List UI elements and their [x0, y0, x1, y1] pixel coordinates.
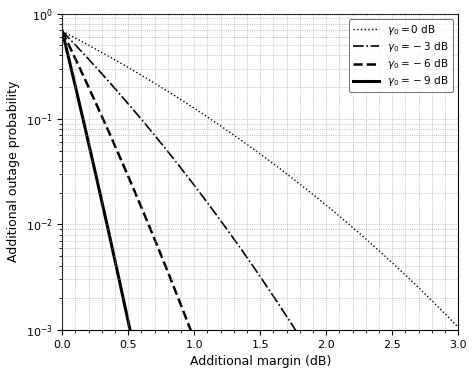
- X-axis label: Additional margin (dB): Additional margin (dB): [190, 355, 331, 368]
- Legend: $\gamma_0 = 0$ dB, $\gamma_0 = -3$ dB, $\gamma_0 = -6$ dB, $\gamma_0 = -9$ dB: $\gamma_0 = 0$ dB, $\gamma_0 = -3$ dB, $…: [349, 19, 453, 93]
- Y-axis label: Additional outage probability: Additional outage probability: [7, 81, 20, 262]
